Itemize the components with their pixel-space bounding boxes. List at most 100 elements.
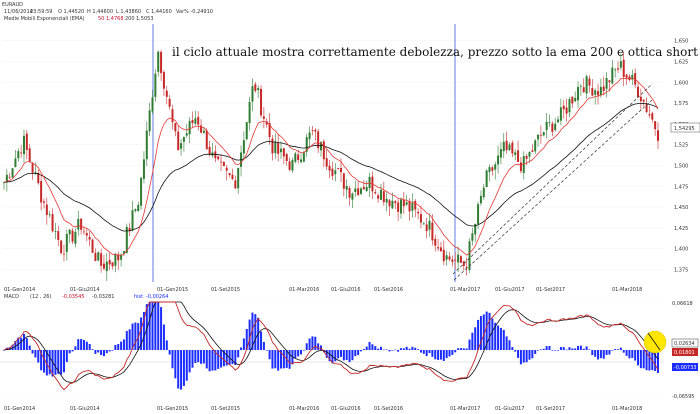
ema200-line: [3, 102, 659, 232]
hist-bar: [28, 345, 31, 350]
candle-body: [305, 137, 308, 152]
hist-bar: [579, 345, 582, 350]
hist-bar: [522, 350, 525, 363]
candle-body: [317, 131, 320, 149]
candle-body: [382, 191, 385, 203]
candle-body: [597, 91, 600, 96]
hist-bar: [451, 350, 454, 355]
candle-body: [320, 142, 323, 151]
hist-bar: [359, 350, 362, 352]
candle-body: [134, 209, 137, 212]
price-panel: il ciclo attuale mostra correttamente de…: [0, 24, 700, 293]
hist-bar: [51, 350, 54, 377]
last-price-badge: [670, 122, 700, 133]
candle-body: [254, 84, 257, 91]
hist-bar: [88, 343, 91, 350]
hist-bar: [271, 350, 274, 369]
candle-body: [274, 141, 277, 154]
hist-bar: [214, 350, 217, 371]
candle-body: [448, 256, 451, 260]
hist-bar: [648, 350, 651, 371]
hist-bar: [425, 350, 428, 357]
hist-bar: [108, 350, 111, 352]
hist-bar: [300, 350, 303, 355]
price-ytick: 1,425: [674, 226, 688, 232]
candle-body: [285, 153, 288, 162]
price-xtick: 01-Giu2017: [495, 287, 525, 293]
hist-bar: [617, 349, 620, 350]
macd-legend: MACD (12 , 26) -0,03545 -0,03281 hist -0…: [4, 294, 168, 300]
candle-body: [502, 141, 505, 152]
hist-bar: [642, 350, 645, 369]
hist-bar: [202, 350, 205, 364]
candle-body: [631, 74, 634, 80]
hist-bar: [517, 350, 520, 358]
badge-hist-value: -0,00733: [674, 365, 696, 371]
macd-ytick-bottom: -0,06595: [672, 394, 694, 400]
candle-body: [260, 88, 263, 116]
hist-bar: [491, 318, 494, 350]
hist-bar: [559, 347, 562, 350]
macd-x-axis: 01-Gen2014 01-Giu2014 01-Gen2015 01-Set2015…: [4, 406, 642, 412]
candle-body: [302, 152, 305, 162]
hist-bar: [605, 350, 608, 355]
hist-bar: [354, 350, 357, 357]
hist-bar: [100, 350, 103, 356]
hist-bar: [265, 350, 268, 351]
hist-bar: [242, 338, 245, 350]
candle-body: [497, 155, 500, 165]
hist-bar: [542, 348, 545, 350]
hist-bar: [462, 348, 465, 350]
hist-bar: [80, 339, 83, 350]
candle-body: [282, 148, 285, 157]
candle-body: [508, 144, 511, 151]
hist-bar: [511, 347, 514, 350]
ema50-value: 1,4768: [106, 16, 124, 22]
candle-body: [200, 125, 203, 133]
candle-body: [377, 195, 380, 199]
candle-body: [345, 185, 348, 190]
price-ytick: 1,500: [674, 163, 688, 169]
price-ytick: 1,450: [674, 205, 688, 211]
candle-body: [388, 200, 391, 207]
price-xtick: 01-Gen2015: [157, 287, 188, 293]
candle-body: [40, 181, 43, 203]
candle-body: [125, 226, 128, 253]
highlight-macd-tail: [647, 332, 661, 351]
hist-bar: [619, 347, 622, 350]
hist-bar: [151, 302, 154, 350]
hist-bar: [217, 350, 220, 369]
hist-bar: [348, 350, 351, 363]
macd-gridlines: [0, 301, 664, 399]
candle-body: [357, 188, 360, 196]
ohlc-header: 11/06/2014 23:59:59 O 1,44520 H 1,44600 …: [4, 9, 213, 15]
hist-bar: [77, 339, 80, 350]
candle-body: [434, 238, 437, 246]
hist-bar: [194, 350, 197, 364]
hist-bar: [22, 333, 25, 350]
hist-bar: [68, 350, 71, 354]
candle-body: [488, 167, 491, 172]
candle-body: [554, 123, 557, 131]
hist-bar: [54, 350, 57, 375]
hist-bar: [479, 316, 482, 350]
price-ytick: 1,650: [674, 39, 688, 45]
hist-bar: [105, 350, 108, 354]
price-ytick: 1,400: [674, 247, 688, 253]
hist-bar: [548, 346, 551, 350]
hist-bar: [411, 346, 414, 350]
candle-body: [94, 252, 97, 262]
candle-body: [228, 173, 231, 176]
hist-bar: [568, 347, 571, 350]
candle-body: [477, 204, 480, 224]
candle-body: [351, 193, 354, 200]
hist-bar: [208, 350, 211, 372]
candle-body: [531, 150, 534, 152]
candle-body: [22, 135, 25, 155]
hist-bar: [48, 350, 51, 375]
candle-body: [539, 134, 542, 136]
candle-body: [445, 255, 448, 260]
price-plot-area: [0, 24, 664, 282]
candle-body: [542, 132, 545, 136]
